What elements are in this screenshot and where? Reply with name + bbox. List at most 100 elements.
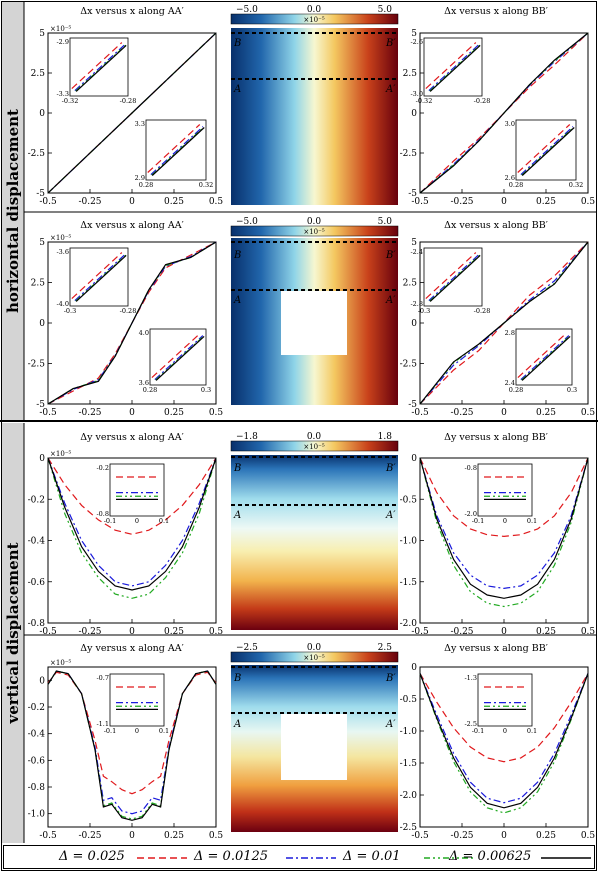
line-plots: -0.5 -0.25 0 0.25 0.5-5-2.502.55 ×10⁻⁵-0.32 -0… [28, 25, 596, 841]
legend-label: Δ = 0.025 [59, 849, 125, 864]
y-tick-label: 2.5 [31, 69, 46, 79]
inset-frame [477, 673, 533, 727]
x-tick-label: -0.25 [450, 408, 473, 418]
y-tick-label: -0.2 [28, 703, 45, 713]
inset: -0.32 -0.28 -2.9 -3.3 [56, 37, 137, 105]
y-tick-label: -1.0 [400, 727, 418, 737]
colorbar-exponent: ×10⁻⁵ [303, 16, 324, 24]
panel-row-2: Δx versus x along AA′ Δx versus x along … [80, 217, 548, 405]
y-exponent: ×10⁻⁵ [50, 234, 71, 242]
point-label-B: B [233, 38, 241, 49]
series-line [419, 673, 589, 763]
inset-y-tick-label: -2.4 [410, 248, 423, 256]
x-tick-label: -0.5 [411, 627, 429, 637]
inset: -0.1 0 0.1 -0.8 -2.0 [464, 463, 537, 525]
inset-y-tick-label: -4.0 [56, 300, 69, 308]
y-tick-label: -0.6 [28, 756, 46, 766]
y-exponent: ×10⁻⁵ [50, 25, 71, 33]
inset: -0.1 0 0.1 -0.2 -0.8 [96, 463, 169, 525]
inset-series-line [429, 255, 481, 302]
point-label-A: A [233, 295, 241, 306]
x-tick-label: 0.25 [164, 408, 184, 418]
section-label-bg-horizontal [2, 2, 24, 420]
inset-x-tick-label: 0.28 [143, 386, 157, 394]
series-line [419, 241, 589, 405]
inset-x-tick-label: 0.32 [569, 181, 583, 189]
plot-title: Δy versus x along BB′ [444, 643, 548, 654]
inset-x-tick-label: 0 [503, 727, 507, 735]
panel-row-4: Δy versus x along AA′ Δy versus x along … [80, 643, 548, 832]
y-tick-label: 2.5 [31, 279, 46, 289]
inset-x-tick-label: -0.28 [120, 97, 137, 105]
y-tick-label: -0.2 [28, 495, 45, 505]
inset-y-tick-label: -0.2 [96, 464, 109, 472]
x-tick-label: 0.25 [536, 197, 556, 207]
point-label-Bp: B′ [385, 463, 396, 474]
y-tick-label: -2.5 [400, 360, 418, 370]
colorbar-max-label: 2.5 [378, 643, 393, 653]
plot-title: Δy versus x along AA′ [80, 432, 184, 443]
x-tick-label: 0 [129, 408, 135, 418]
inset-series-line [428, 254, 480, 302]
inset-y-tick-label: -3.3 [56, 90, 69, 98]
x-tick-label: -0.25 [78, 831, 101, 841]
inset-x-tick-label: 0.1 [159, 727, 169, 735]
inset-x-tick-label: 0.28 [139, 181, 153, 189]
point-label-Ap: A′ [385, 295, 396, 306]
colorbar-mid-label: 0.0 [307, 432, 322, 442]
inset-x-tick-label: 0.3 [201, 386, 211, 394]
inset: 0.28 0.32 3.0 2.6 [505, 119, 583, 189]
series-line [47, 457, 217, 587]
y-exponent: ×10⁻⁵ [50, 450, 71, 458]
point-label-Bp: B′ [385, 673, 396, 684]
colorbar-mid-label: 0.0 [307, 217, 322, 227]
y-tick-label: -0.8 [28, 619, 46, 629]
inset-x-tick-label: 0.1 [159, 517, 169, 525]
colorbar-mid-label: 0.0 [307, 5, 322, 15]
inset: 0.28 0.3 4.0 3.6 [139, 328, 211, 394]
plot-title: Δx versus x along BB′ [444, 6, 548, 17]
inset-y-tick-label: -3.0 [410, 90, 423, 98]
colorbar-min-label: −5.0 [236, 217, 258, 227]
x-tick-label: 0.5 [581, 831, 596, 841]
y-tick-label: -0.5 [400, 695, 418, 705]
colorbar-max-label: 1.8 [378, 432, 393, 442]
domain-hole [281, 714, 347, 780]
x-tick-label: -0.25 [78, 627, 101, 637]
inset: 0.28 0.3 2.8 2.4 [505, 328, 577, 394]
inset-x-tick-label: 0.1 [527, 727, 537, 735]
inset-x-tick-label: 0.28 [509, 386, 523, 394]
inset-series-line [425, 252, 477, 299]
inset-x-tick-label: -0.28 [120, 307, 137, 315]
y-tick-label: -2.5 [28, 149, 46, 159]
y-tick-label: -5 [408, 189, 417, 199]
inset-y-tick-label: 2.9 [135, 174, 145, 182]
x-tick-label: 0.5 [209, 627, 224, 637]
inset-y-tick-label: 4.0 [139, 329, 149, 337]
x-tick-label: 0 [501, 408, 507, 418]
y-tick-label: 5 [39, 238, 45, 248]
series-line [47, 457, 217, 599]
x-tick-label: 0 [501, 197, 507, 207]
y-tick-label: 0 [411, 454, 417, 464]
section-label-bg-vertical [2, 423, 24, 843]
colorbar-exponent: ×10⁻⁵ [303, 228, 324, 236]
series-line [47, 670, 217, 821]
y-tick-label: -0.5 [400, 495, 418, 505]
contour-map-vertical-full [231, 455, 398, 630]
y-tick-label: 5 [39, 29, 45, 39]
inset-series-line [520, 335, 570, 381]
y-tick-label: -2.0 [400, 619, 418, 629]
point-label-Ap: A′ [385, 719, 396, 730]
y-tick-label: 2.5 [403, 69, 418, 79]
point-label-A: A [233, 510, 241, 521]
point-label-Bp: B′ [385, 38, 396, 49]
inset-x-tick-label: -0.28 [474, 307, 491, 315]
series-line [419, 673, 589, 814]
series-line [47, 241, 217, 405]
x-tick-label: 0.5 [581, 197, 596, 207]
x-tick-label: -0.5 [39, 627, 57, 637]
point-label-B: B [233, 463, 241, 474]
y-tick-label: -5 [36, 400, 45, 410]
